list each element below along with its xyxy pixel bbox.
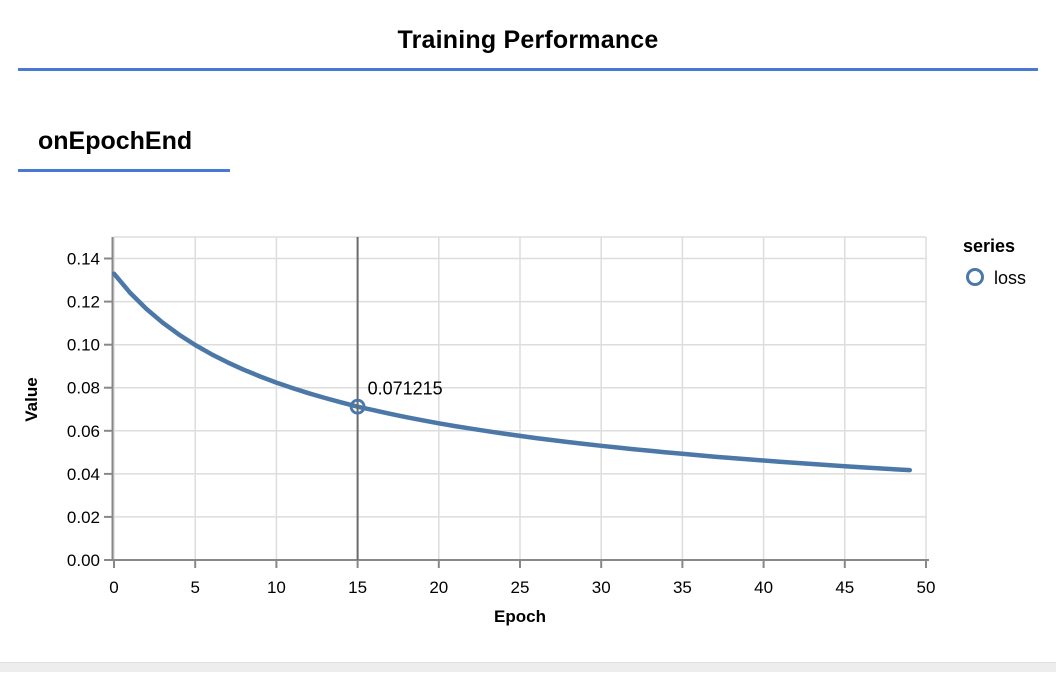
y-axis-title: Value bbox=[22, 377, 41, 421]
y-tick-label: 0.14 bbox=[67, 250, 100, 269]
y-tick-label: 0.12 bbox=[67, 293, 100, 312]
y-tick-label: 0.02 bbox=[67, 508, 100, 527]
panel-header: Training Performance bbox=[0, 0, 1056, 71]
x-tick-label: 50 bbox=[917, 578, 936, 597]
y-tick-label: 0.04 bbox=[67, 465, 100, 484]
y-tick-label: 0.10 bbox=[67, 336, 100, 355]
x-tick-label: 35 bbox=[673, 578, 692, 597]
x-tick-label: 0 bbox=[109, 578, 118, 597]
hover-value-label: 0.071215 bbox=[368, 379, 443, 399]
x-tick-label: 5 bbox=[190, 578, 199, 597]
page-bottom-edge bbox=[0, 662, 1056, 672]
panel-title-underline bbox=[18, 68, 1038, 71]
x-tick-label: 30 bbox=[592, 578, 611, 597]
legend-title: series bbox=[963, 236, 1015, 256]
x-tick-label: 40 bbox=[754, 578, 773, 597]
y-tick-label: 0.08 bbox=[67, 379, 100, 398]
legend-item-loss: loss bbox=[966, 268, 1026, 288]
y-tick-label: 0.06 bbox=[67, 422, 100, 441]
x-axis-title: Epoch bbox=[494, 607, 546, 626]
hover-point-marker bbox=[349, 398, 366, 415]
x-tick-label: 45 bbox=[835, 578, 854, 597]
legend-loss-label: loss bbox=[994, 268, 1026, 288]
chart-plot-area[interactable] bbox=[114, 237, 926, 560]
x-tick-label: 10 bbox=[267, 578, 286, 597]
x-tick-label: 20 bbox=[429, 578, 448, 597]
legend-loss-symbol-icon bbox=[966, 268, 984, 286]
y-tick-label: 0.00 bbox=[67, 551, 100, 570]
panel-title: Training Performance bbox=[397, 26, 659, 54]
surface-title: onEpochEnd bbox=[38, 127, 193, 155]
surface-title-underline bbox=[18, 169, 230, 172]
loss-line bbox=[111, 271, 913, 473]
x-tick-label: 25 bbox=[511, 578, 530, 597]
x-tick-label: 15 bbox=[348, 578, 367, 597]
